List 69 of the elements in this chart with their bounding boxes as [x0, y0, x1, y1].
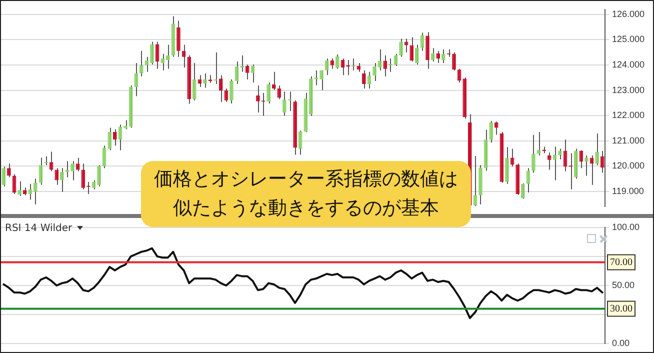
candlestick: [272, 71, 276, 91]
candlestick: [230, 78, 234, 104]
chart-title: RSI 14 Wilder: [5, 223, 72, 234]
candlestick: [113, 128, 117, 146]
candlestick: [218, 74, 223, 102]
candlestick: [298, 130, 302, 156]
candlestick: [552, 146, 557, 181]
y-tick-label: 121.000: [612, 135, 645, 146]
candlestick: [266, 82, 270, 104]
candlestick: [60, 168, 64, 192]
candlestick: [139, 50, 144, 77]
candlestick: [410, 36, 414, 62]
candlestick: [494, 121, 498, 136]
candlestick: [383, 54, 388, 77]
y-tick-label: 124.000: [612, 60, 645, 70]
candlestick: [134, 62, 138, 97]
candlestick: [176, 20, 180, 58]
candlestick: [452, 52, 456, 71]
y-tick-label: 125.000: [612, 34, 645, 44]
candlestick: [81, 163, 86, 190]
candlestick: [372, 62, 376, 82]
candlestick: [144, 56, 149, 72]
candlestick: [558, 148, 562, 160]
candlestick: [415, 44, 419, 66]
candlestick: [362, 70, 366, 90]
candlestick: [256, 85, 260, 114]
candlestick: [536, 132, 541, 156]
candlestick: [124, 120, 128, 130]
candlestick: [320, 70, 324, 91]
candlestick: [282, 91, 286, 116]
candlestick: [520, 182, 525, 200]
y-tick-label: 50.00: [612, 280, 635, 290]
candlestick: [584, 155, 588, 176]
candlestick: [192, 62, 196, 101]
candlestick: [547, 152, 552, 170]
annotation: 似たような動きをするのが基本: [172, 196, 440, 221]
candlestick: [336, 54, 340, 70]
candlestick: [399, 38, 403, 58]
candlestick: [532, 134, 536, 174]
candlestick: [7, 163, 11, 178]
candlestick: [97, 164, 101, 187]
y-tick-label: 100.00: [612, 222, 640, 232]
candlestick: [595, 133, 599, 166]
y-tick-label: 0.00: [612, 338, 630, 348]
y-tick-label: 119.000: [612, 186, 644, 196]
candlestick: [54, 168, 59, 186]
candlestick: [489, 120, 493, 144]
candlestick: [65, 160, 70, 178]
candlestick: [18, 180, 22, 196]
y-tick-label: 120.000: [612, 160, 645, 171]
ref-line-label: 70.00: [610, 256, 632, 268]
candlestick: [351, 58, 356, 71]
candlestick: [70, 160, 74, 181]
candlestick: [245, 64, 250, 80]
y-tick-label: 122.000: [612, 110, 645, 120]
ref-line-label: 30.00: [610, 303, 632, 314]
candlestick: [108, 127, 112, 151]
candlestick: [441, 48, 446, 64]
candlestick: [436, 50, 440, 64]
candlestick: [28, 183, 32, 200]
candlestick: [2, 166, 6, 187]
candlestick: [34, 178, 38, 205]
y-tick-label: 126.000: [612, 8, 645, 19]
candlestick: [330, 58, 334, 70]
candlestick: [203, 72, 207, 88]
candlestick: [150, 41, 154, 66]
candlestick: [505, 146, 509, 184]
y-tick-label: 123.000: [612, 84, 645, 95]
annotation: 価格とオシレーター系指標の数値は: [153, 167, 459, 192]
